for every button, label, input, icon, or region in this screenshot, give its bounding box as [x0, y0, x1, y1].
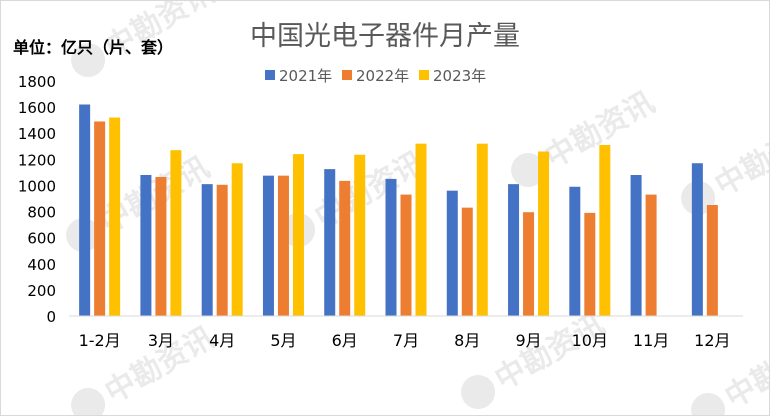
y-tick-label: 600 — [27, 230, 56, 248]
y-tick-label: 0 — [46, 308, 56, 326]
legend-swatch — [342, 70, 352, 80]
watermark-logo-icon — [461, 375, 496, 409]
watermark-logo-icon — [511, 153, 546, 187]
bar — [523, 212, 535, 316]
x-axis: 1-2月 3月 4月 5月 6月 7月 8月 9月 10月 11月 12月 — [79, 331, 731, 350]
legend-label: 2021年 — [279, 67, 332, 85]
watermark-logo-icon — [71, 43, 106, 77]
chart-title: 中国光电子器件月产量 — [250, 21, 520, 52]
x-tick-label: 9月 — [515, 331, 541, 350]
legend-label: 2022年 — [356, 67, 409, 85]
bar — [400, 194, 412, 316]
bar — [706, 205, 718, 316]
bar — [415, 143, 427, 316]
bar — [277, 175, 289, 316]
bar — [569, 186, 581, 316]
x-tick-label: 8月 — [454, 331, 480, 350]
bar — [599, 144, 611, 316]
x-tick-label: 3月 — [148, 331, 174, 350]
legend: 2021年 2022年 2023年 — [265, 67, 486, 85]
bar — [584, 212, 596, 316]
bar — [508, 184, 520, 316]
bar — [476, 143, 488, 316]
watermark-logo-icon — [691, 393, 726, 415]
y-tick-label: 800 — [27, 204, 56, 222]
bar — [262, 175, 274, 316]
watermark: 中勘资讯 — [681, 113, 769, 215]
bar — [140, 175, 152, 316]
bar — [339, 180, 351, 316]
x-tick-label: 4月 — [209, 331, 235, 350]
legend-swatch — [419, 70, 429, 80]
bar — [170, 150, 182, 316]
bar — [538, 151, 550, 316]
y-tick-label: 1000 — [18, 177, 56, 195]
bar — [446, 190, 458, 316]
bar — [216, 184, 228, 316]
watermark-logo-icon — [71, 388, 106, 415]
y-axis: 0 200 400 600 800 1000 1200 1400 1600 1800 — [18, 73, 56, 326]
x-tick-label: 1-2月 — [79, 331, 121, 350]
bar — [231, 163, 243, 316]
bar — [691, 163, 703, 316]
x-tick-label: 6月 — [332, 331, 358, 350]
bar — [79, 104, 91, 316]
y-tick-label: 1400 — [18, 125, 56, 143]
bar — [201, 184, 213, 316]
y-tick-label: 1200 — [18, 151, 56, 169]
y-tick-label: 1800 — [18, 73, 56, 91]
bar — [630, 175, 642, 316]
bar — [324, 169, 336, 316]
legend-swatch — [265, 70, 275, 80]
bars-layer — [79, 104, 718, 316]
bar — [109, 117, 121, 316]
x-tick-label: 12月 — [694, 331, 730, 350]
bar — [461, 207, 473, 316]
bar — [354, 154, 366, 316]
y-tick-label: 1600 — [18, 99, 56, 117]
bar — [645, 194, 657, 316]
unit-label: 单位：亿只（片、套） — [13, 38, 173, 57]
bar — [385, 178, 397, 316]
x-tick-label: 11月 — [633, 331, 669, 350]
bar — [155, 176, 167, 316]
watermark: 中勘资讯 — [461, 307, 611, 409]
x-tick-label: 10月 — [572, 331, 608, 350]
y-tick-label: 400 — [27, 256, 56, 274]
watermark-text: 中勘资讯 — [709, 113, 769, 203]
watermark-text: 中勘资讯 — [489, 307, 610, 397]
bar — [292, 154, 304, 316]
bar — [94, 121, 106, 316]
y-tick-label: 200 — [27, 282, 56, 300]
legend-label: 2023年 — [433, 67, 486, 85]
x-tick-label: 7月 — [393, 331, 419, 350]
x-tick-label: 5月 — [270, 331, 296, 350]
